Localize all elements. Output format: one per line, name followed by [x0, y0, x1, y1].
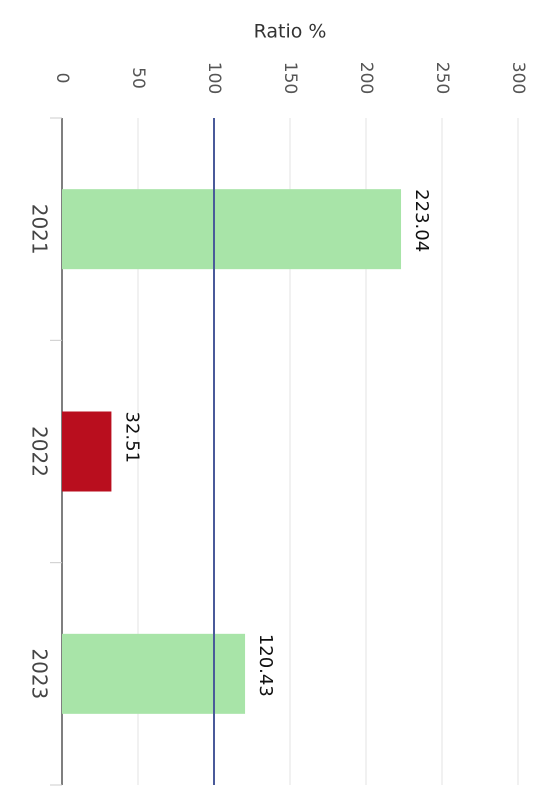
- y-tick-label: 2022: [28, 426, 52, 477]
- x-tick-label: 300: [508, 62, 528, 94]
- y-tick-label: 2023: [28, 648, 52, 699]
- bar: [62, 411, 112, 492]
- x-tick-label: 150: [280, 62, 300, 94]
- x-tick-label: 200: [356, 62, 376, 94]
- value-label: 32.51: [121, 412, 142, 464]
- value-label: 120.43: [255, 634, 276, 697]
- axis-title: Ratio %: [254, 21, 327, 43]
- bar: [62, 633, 246, 714]
- x-tick-label: 50: [128, 67, 148, 89]
- bar: [62, 189, 402, 270]
- x-tick-label: 100: [204, 62, 224, 94]
- y-tick-label: 2021: [28, 204, 52, 255]
- x-tick-label: 0: [52, 73, 72, 84]
- x-tick-label: 250: [432, 62, 452, 94]
- value-label: 223.04: [411, 189, 432, 252]
